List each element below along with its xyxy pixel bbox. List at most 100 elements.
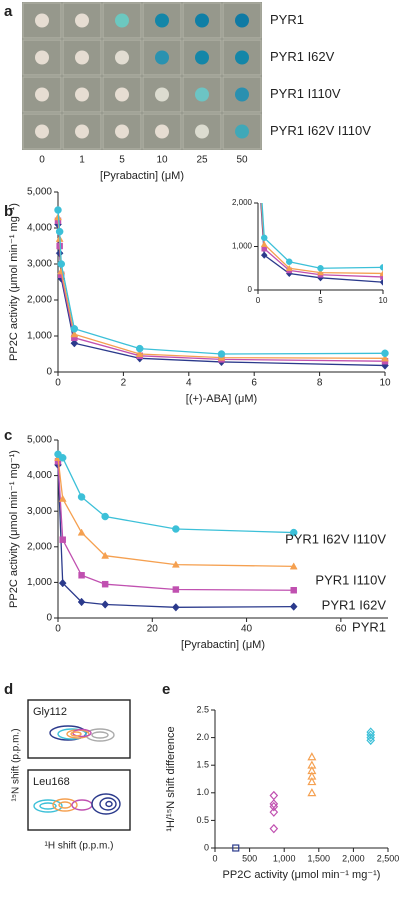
x-tick-label: 0 (55, 378, 61, 389)
x-tick-label: 60 (335, 624, 347, 635)
marker (77, 597, 86, 607)
marker (261, 234, 268, 242)
marker (101, 551, 110, 559)
plate (22, 2, 262, 150)
axis-label: PP2C activity (μmol min⁻¹ mg⁻¹) (8, 450, 20, 608)
y-tick-label: 1.5 (196, 760, 209, 770)
colony (235, 87, 249, 102)
marker (70, 325, 79, 333)
marker (232, 844, 240, 852)
axis-label: [Pyrabactin] (μM) (181, 639, 265, 651)
x-tick-label: 0 (256, 296, 261, 305)
axis-label: [(+)-ABA] (μM) (186, 393, 257, 405)
marker (59, 536, 66, 543)
axis-label: [Pyrabactin] (μM) (100, 170, 184, 182)
marker (379, 264, 383, 271)
nmr-box (27, 699, 131, 759)
marker (380, 274, 383, 280)
y-tick-label: 1,000 (27, 577, 52, 588)
axis-label: PP2C activity (μmol min⁻¹ mg⁻¹) (223, 869, 381, 881)
marker (58, 494, 67, 502)
series-label: PYR1 I110V (315, 572, 386, 587)
marker (101, 580, 109, 588)
contour (39, 802, 57, 810)
marker (366, 735, 376, 746)
x-tick-label: 2,500 (377, 853, 400, 863)
x-tick-label: 20 (147, 624, 159, 635)
panel-label: e (162, 681, 170, 698)
column-label: 0 (39, 155, 45, 166)
y-tick-label: 3,000 (27, 506, 52, 517)
contour (91, 731, 109, 739)
plate-cell (62, 2, 102, 39)
contour (99, 797, 117, 811)
y-tick-label: 1,000 (27, 331, 52, 342)
marker (101, 512, 109, 521)
row-label: PYR1 I62V I110V (270, 123, 371, 138)
y-tick-label: 1,000 (232, 242, 253, 251)
marker (101, 600, 109, 609)
colony (235, 50, 249, 65)
column-label: 5 (119, 155, 125, 166)
marker (70, 330, 79, 338)
colony (235, 124, 249, 139)
colony (75, 124, 89, 139)
x-tick-label: 8 (317, 378, 323, 389)
series-label: PYR1 I62V (322, 597, 387, 612)
marker (366, 732, 376, 743)
marker (307, 777, 317, 786)
contour (91, 793, 121, 815)
series-line (57, 217, 386, 359)
marker (77, 528, 86, 536)
plot-area (54, 206, 389, 370)
colony (35, 124, 49, 139)
marker (286, 258, 293, 265)
marker (289, 528, 298, 537)
axis-label: ¹H shift (p.p.m.) (45, 841, 114, 852)
marker (58, 578, 67, 588)
marker (317, 269, 324, 276)
marker (379, 278, 383, 286)
marker (171, 560, 180, 568)
contour (72, 728, 92, 738)
y-tick-label: 2,000 (27, 541, 52, 552)
axis-label: ¹H/¹⁵N shift difference (165, 726, 177, 831)
x-tick-label: 6 (251, 378, 257, 389)
series-line (57, 220, 386, 362)
contour (71, 799, 93, 811)
marker (269, 823, 279, 834)
colony (35, 50, 49, 65)
row-label: PYR1 I110V (270, 86, 341, 101)
series-label: PYR1 (352, 619, 386, 634)
y-tick-label: 3,000 (27, 259, 52, 270)
x-tick-label: 0 (55, 624, 61, 635)
marker (256, 165, 262, 170)
marker (307, 788, 317, 797)
plate-cell (222, 113, 262, 150)
x-tick-label: 0 (212, 853, 217, 863)
y-tick-label: 5,000 (27, 187, 52, 198)
panel-label: c (4, 427, 12, 444)
marker (78, 572, 85, 579)
contour (33, 799, 63, 813)
marker (77, 493, 86, 501)
y-tick-label: 1.0 (196, 787, 209, 797)
y-tick-label: 4,000 (27, 470, 52, 481)
marker (381, 354, 389, 362)
y-tick-label: 0 (46, 367, 52, 378)
panel-label: d (4, 681, 13, 698)
colony (115, 13, 129, 28)
marker (366, 727, 376, 737)
series-line (261, 203, 383, 269)
y-tick-label: 2,000 (27, 295, 52, 306)
colony (155, 50, 169, 65)
plot-area (256, 165, 383, 286)
marker (260, 251, 268, 259)
colony (155, 87, 169, 102)
colony (155, 124, 169, 139)
row-label: PYR1 (270, 12, 304, 27)
plot-area (54, 450, 298, 612)
nmr-box (27, 769, 131, 831)
series-line (57, 209, 386, 355)
